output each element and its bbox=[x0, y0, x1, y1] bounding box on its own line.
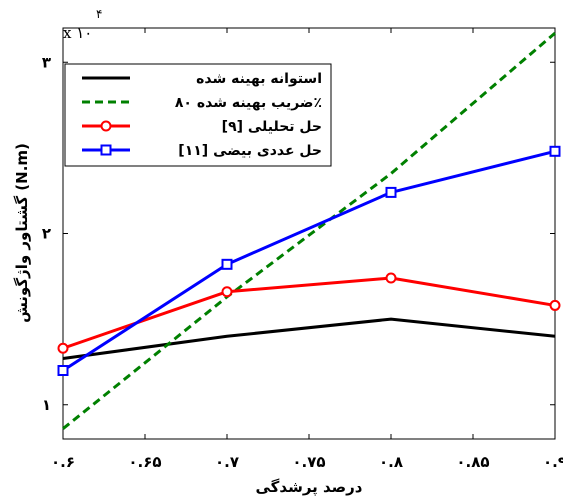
data-point-circle bbox=[385, 272, 397, 284]
series-line bbox=[62, 31, 556, 430]
series-line bbox=[62, 317, 556, 360]
ticks: ۰.۶ ۰.۶۵ ۰.۷ ۰.۷۵ ۰.۸ ۰.۸۵ ۰.۹ ۱ ۲ ۳ bbox=[42, 28, 563, 471]
data-point-circle bbox=[57, 342, 69, 354]
data-point-square bbox=[549, 145, 561, 157]
legend-label: حل تحلیلی [۹] bbox=[222, 119, 322, 135]
data-point-circle bbox=[100, 120, 112, 132]
series-line bbox=[62, 276, 556, 350]
legend-label: استوانه بهینه شده bbox=[196, 71, 322, 87]
series-line bbox=[62, 149, 556, 372]
x-tick-label: ۰.۸ bbox=[379, 453, 403, 471]
data-point-square bbox=[57, 365, 69, 376]
y-multiplier: x ۱۰ ۴ bbox=[63, 7, 102, 42]
data-point-circle bbox=[549, 299, 561, 311]
x-tick-label: ۰.۷۵ bbox=[292, 453, 325, 471]
x-tick-label: ۰.۸۵ bbox=[456, 453, 489, 471]
y-axis-label: گشتاور واژگونش (N.m) bbox=[13, 143, 31, 323]
legend-label: ضریب بهینه شده ۸۰٪ bbox=[175, 95, 322, 111]
y-tick-label: ۳ bbox=[42, 53, 51, 71]
y-tick-label: ۱ bbox=[42, 396, 51, 414]
y-multiplier-exponent: ۴ bbox=[96, 7, 102, 21]
y-multiplier-label: x ۱۰ bbox=[63, 24, 92, 42]
y-tick-label: ۲ bbox=[42, 225, 51, 243]
series-lines bbox=[57, 31, 561, 430]
x-tick-label: ۰.۶۵ bbox=[128, 453, 161, 471]
x-tick-label: ۰.۹ bbox=[543, 453, 563, 471]
data-point-square bbox=[221, 258, 233, 270]
x-tick-label: ۰.۷ bbox=[215, 453, 239, 471]
legend-label: حل عددی بیضی [۱۱] bbox=[178, 143, 322, 159]
legend-items: استوانه بهینه شده ضریب بهینه شده ۸۰٪ حل تح… bbox=[82, 71, 322, 159]
data-point-square bbox=[385, 186, 397, 198]
data-point-square bbox=[100, 144, 112, 156]
x-tick-label: ۰.۶ bbox=[51, 453, 75, 471]
legend: استوانه بهینه شده ضریب بهینه شده ۸۰٪ حل تح… bbox=[64, 63, 332, 167]
data-point-circle bbox=[221, 286, 233, 298]
x-axis-label: درصد پرشدگی bbox=[256, 478, 363, 497]
